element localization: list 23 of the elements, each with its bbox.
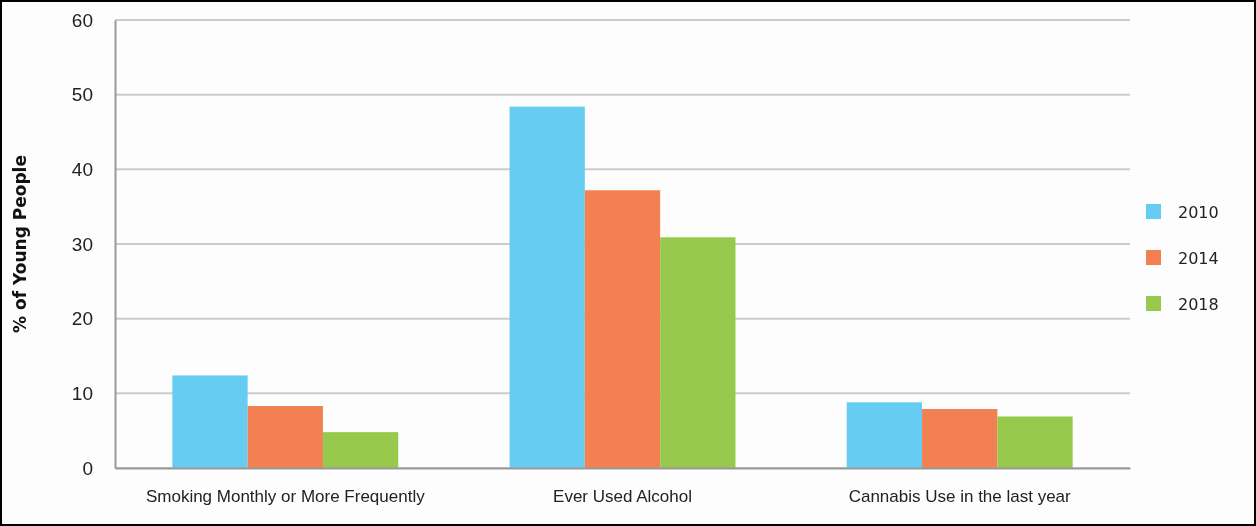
y-tick-label: 60 [71,9,93,31]
y-tick-label: 40 [71,158,93,180]
bar [922,409,998,468]
bar [584,190,661,468]
x-tick-label: Smoking Monthly or More Frequently [145,487,426,507]
bar [997,416,1073,468]
bar [660,237,736,468]
y-tick-label: 50 [71,84,93,106]
y-tick-label: 10 [71,382,93,404]
x-tick-label: Cannabis Use in the last year [848,487,1072,507]
x-tick-label: Ever Used Alcohol [553,487,692,507]
y-tick-label: 30 [71,233,93,255]
legend-label: 2018 [1178,294,1219,314]
y-axis-title: % of Young People [10,155,30,333]
legend-label: 2010 [1178,202,1219,222]
y-tick-label: 20 [71,308,93,330]
bar [322,432,399,468]
y-tick-label: 0 [82,457,93,479]
bar [509,106,585,468]
legend-label: 2014 [1178,248,1219,268]
bar [846,402,923,468]
bar [172,375,248,468]
bar [247,406,323,468]
